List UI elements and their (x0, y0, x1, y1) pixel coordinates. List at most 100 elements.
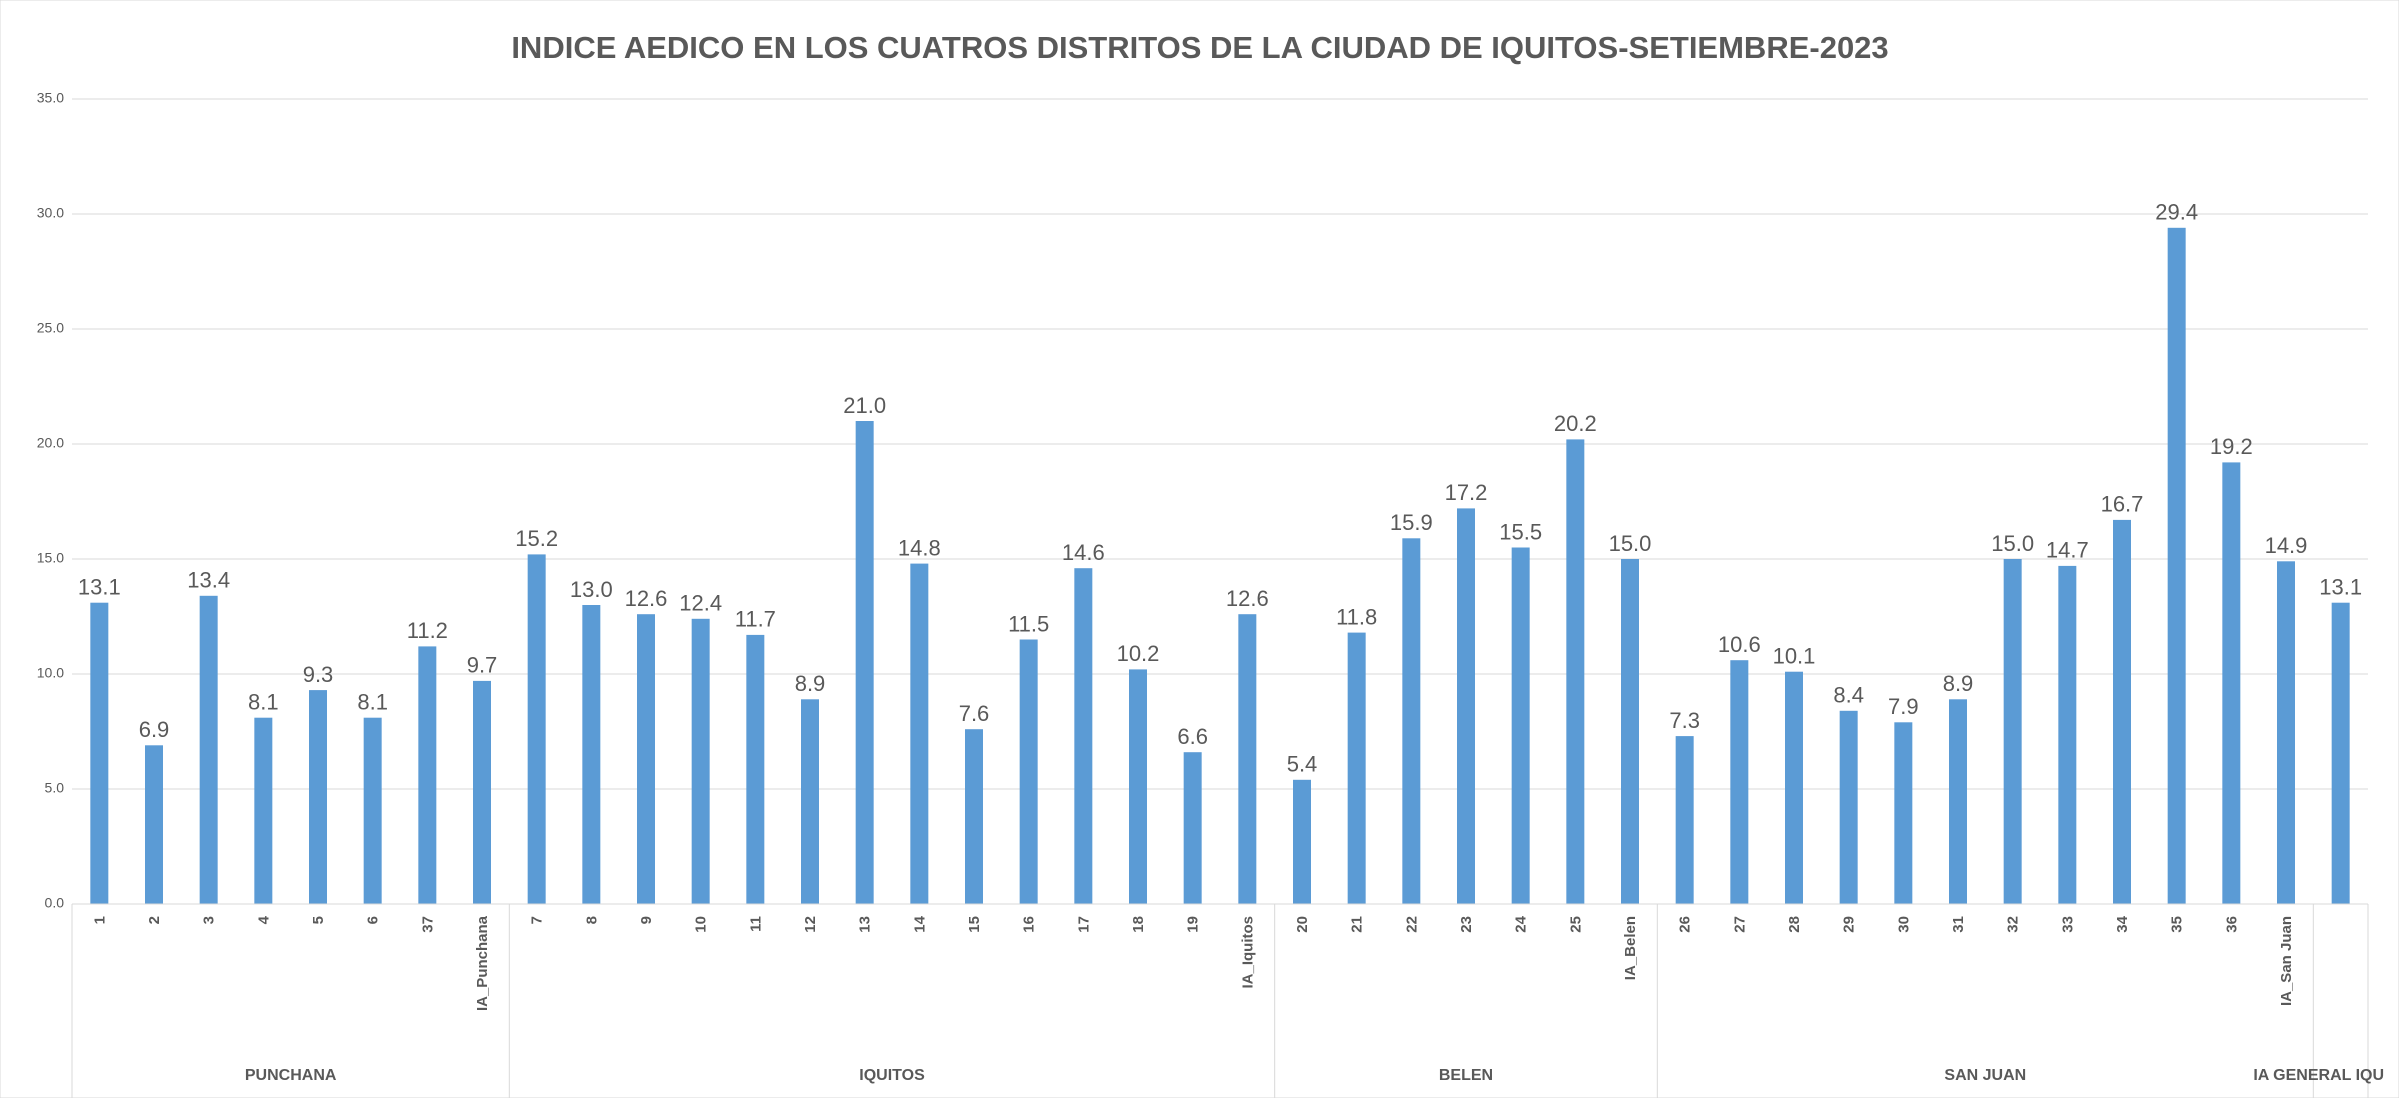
value-label: 8.1 (248, 690, 279, 715)
value-label: 16.7 (2101, 492, 2144, 517)
value-label: 11.7 (735, 607, 776, 632)
value-label: 21.0 (843, 393, 886, 418)
value-label: 19.2 (2210, 434, 2253, 459)
bar (1402, 538, 1421, 904)
bar (2058, 565, 2077, 904)
bar (582, 605, 601, 904)
bar (855, 421, 874, 904)
x-tick-label: 18 (1130, 916, 1147, 933)
bar (1238, 614, 1257, 904)
value-label: 14.6 (1062, 540, 1105, 565)
x-tick-label: 4 (255, 915, 272, 924)
value-label: 6.9 (139, 717, 170, 742)
x-tick-label: 20 (1294, 916, 1311, 933)
bar (1183, 752, 1202, 904)
x-tick-label: 19 (1185, 916, 1202, 933)
value-label: 8.1 (357, 690, 388, 715)
x-tick-label: 37 (419, 916, 436, 933)
value-label: 12.6 (625, 586, 668, 611)
value-label: 9.3 (303, 662, 334, 687)
value-label: 15.0 (1609, 531, 1652, 556)
x-tick-label: 9 (638, 916, 655, 924)
bar (1839, 710, 1858, 904)
x-tick-label: 2 (146, 916, 163, 924)
bar (1457, 508, 1475, 904)
value-label: 12.4 (679, 591, 722, 616)
group-label: IQUITOS (859, 1067, 925, 1084)
bar (363, 717, 382, 904)
x-tick-label: IA_Punchana (474, 915, 491, 1011)
x-tick-label: 22 (1403, 916, 1420, 933)
value-label: 8.9 (795, 671, 826, 696)
value-label: 15.9 (1390, 510, 1433, 535)
value-label: 8.9 (1943, 671, 1974, 696)
x-tick-label: 25 (1567, 916, 1584, 933)
bar (746, 634, 765, 904)
x-tick-label: 30 (1895, 916, 1912, 933)
bar (637, 614, 655, 904)
value-label: 20.2 (1554, 411, 1597, 436)
value-label: 11.2 (407, 618, 448, 643)
value-label: 17.2 (1445, 480, 1488, 505)
x-tick-label: 14 (911, 915, 928, 932)
bar (145, 745, 163, 904)
x-tick-label: 10 (693, 916, 710, 933)
x-tick-label: 31 (1950, 916, 1967, 933)
bar (254, 717, 273, 904)
bar (2003, 559, 2022, 904)
x-tick-label: 12 (802, 916, 819, 933)
value-label: 7.3 (1669, 708, 1700, 733)
y-tick-label: 15.0 (37, 550, 64, 566)
x-tick-label: 3 (201, 916, 218, 924)
value-label: 14.9 (2265, 533, 2308, 558)
bar (1894, 722, 1913, 904)
value-label: 13.4 (187, 568, 230, 593)
bar (2222, 462, 2241, 904)
bar (199, 595, 218, 904)
x-tick-label: 16 (1021, 916, 1038, 933)
x-tick-label: 13 (857, 916, 874, 933)
bar (1621, 559, 1639, 904)
value-label: 15.2 (515, 526, 558, 551)
x-tick-label: 21 (1349, 916, 1366, 933)
bar (1347, 632, 1366, 904)
value-label: 6.6 (1177, 724, 1208, 749)
bar (2277, 561, 2295, 904)
bar (90, 602, 109, 904)
bar (2113, 519, 2131, 904)
value-label: 5.4 (1287, 752, 1318, 777)
value-label: 9.7 (467, 653, 498, 678)
value-label: 13.1 (2319, 575, 2362, 600)
x-tick-label: IA_San Juan (2278, 916, 2295, 1006)
group-label: PUNCHANA (245, 1067, 337, 1084)
x-tick-label: 27 (1731, 916, 1748, 933)
x-tick-label: 7 (529, 916, 546, 924)
bar (1785, 671, 1803, 904)
x-tick-label: 33 (2059, 916, 2076, 933)
x-tick-label: 26 (1677, 916, 1694, 933)
bar (1129, 669, 1147, 904)
y-tick-label: 25.0 (37, 320, 64, 336)
x-tick-label: 34 (2114, 915, 2131, 932)
value-label: 10.2 (1117, 641, 1160, 666)
chart-title: INDICE AEDICO EN LOS CUATROS DISTRITOS D… (511, 30, 1888, 65)
x-tick-label: 1 (91, 916, 108, 924)
value-label: 8.4 (1833, 683, 1864, 708)
bar (418, 646, 437, 904)
x-tick-label: 15 (966, 916, 983, 933)
value-label: 15.5 (1499, 519, 1542, 544)
bar (2331, 602, 2350, 904)
bar (1730, 660, 1749, 904)
bar (473, 680, 491, 904)
value-label: 7.6 (959, 701, 990, 726)
y-tick-label: 20.0 (37, 435, 64, 451)
bar (1074, 568, 1093, 904)
group-label: IA GENERAL IQU (2253, 1067, 2384, 1084)
value-label: 12.6 (1226, 586, 1269, 611)
value-label: 14.7 (2046, 538, 2089, 563)
x-tick-label: 28 (1786, 916, 1803, 933)
bar (527, 554, 546, 904)
x-tick-label: 11 (747, 916, 764, 932)
